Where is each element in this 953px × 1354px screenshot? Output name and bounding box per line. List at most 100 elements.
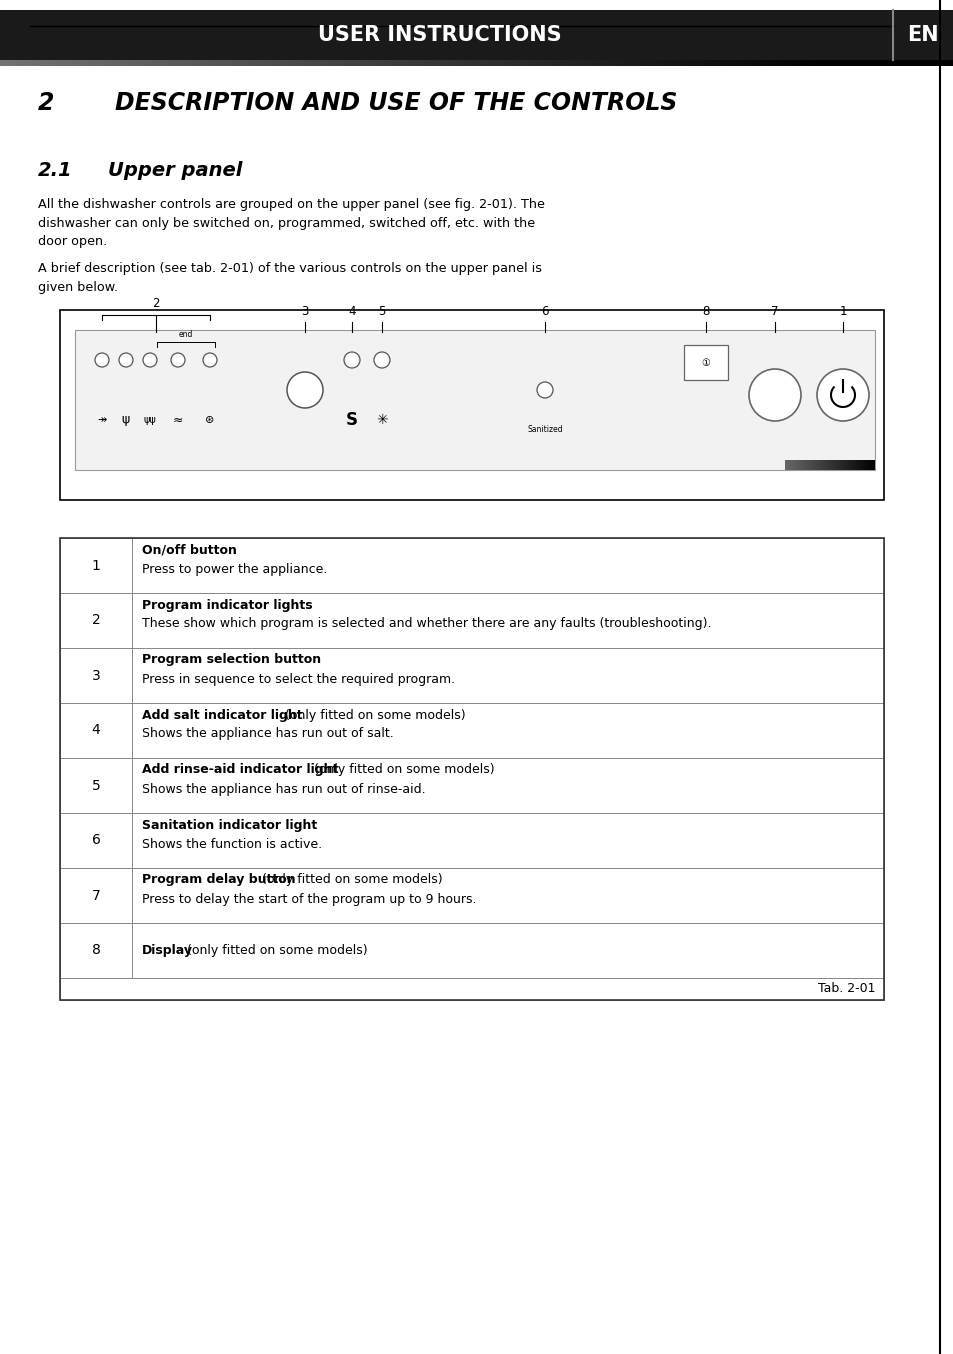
- Bar: [745, 60, 746, 66]
- Bar: [648, 60, 649, 66]
- Bar: [202, 60, 203, 66]
- Bar: [330, 60, 331, 66]
- Bar: [824, 460, 825, 470]
- Bar: [551, 60, 552, 66]
- Bar: [821, 460, 822, 470]
- Bar: [471, 60, 472, 66]
- Bar: [56, 60, 57, 66]
- Bar: [406, 60, 407, 66]
- Bar: [791, 60, 792, 66]
- Bar: [208, 60, 209, 66]
- Bar: [60, 310, 883, 500]
- Bar: [595, 60, 596, 66]
- Bar: [270, 60, 271, 66]
- Bar: [671, 60, 672, 66]
- Bar: [79, 60, 80, 66]
- Bar: [374, 60, 375, 66]
- Bar: [799, 60, 800, 66]
- Bar: [605, 60, 606, 66]
- Bar: [739, 60, 740, 66]
- Bar: [88, 60, 89, 66]
- Bar: [334, 60, 335, 66]
- Bar: [353, 60, 354, 66]
- Bar: [620, 60, 621, 66]
- Bar: [308, 60, 309, 66]
- Bar: [672, 60, 673, 66]
- Bar: [716, 60, 717, 66]
- Bar: [803, 60, 804, 66]
- Bar: [752, 60, 753, 66]
- Bar: [213, 60, 214, 66]
- Bar: [677, 60, 678, 66]
- Bar: [296, 60, 297, 66]
- Bar: [560, 60, 561, 66]
- Bar: [355, 60, 356, 66]
- Bar: [420, 60, 421, 66]
- Bar: [305, 60, 306, 66]
- Bar: [811, 60, 812, 66]
- Bar: [50, 60, 51, 66]
- Bar: [532, 60, 533, 66]
- Bar: [242, 60, 243, 66]
- Bar: [299, 60, 301, 66]
- Bar: [461, 60, 462, 66]
- Bar: [49, 60, 50, 66]
- Bar: [871, 460, 872, 470]
- Bar: [68, 60, 69, 66]
- Bar: [432, 60, 433, 66]
- Bar: [110, 60, 111, 66]
- Text: On/off button: On/off button: [142, 543, 236, 556]
- Bar: [614, 60, 615, 66]
- Text: Press to power the appliance.: Press to power the appliance.: [142, 562, 327, 575]
- Bar: [235, 60, 236, 66]
- Text: Display: Display: [142, 944, 193, 957]
- Text: USER INSTRUCTIONS: USER INSTRUCTIONS: [318, 24, 561, 45]
- Bar: [644, 60, 645, 66]
- Bar: [493, 60, 494, 66]
- Bar: [173, 60, 174, 66]
- Bar: [578, 60, 579, 66]
- Bar: [801, 60, 802, 66]
- Bar: [405, 60, 406, 66]
- Bar: [456, 60, 457, 66]
- Bar: [608, 60, 609, 66]
- Bar: [787, 60, 788, 66]
- Bar: [265, 60, 266, 66]
- Bar: [507, 60, 509, 66]
- Bar: [103, 60, 104, 66]
- Bar: [841, 460, 842, 470]
- Bar: [147, 60, 148, 66]
- Bar: [398, 60, 399, 66]
- Bar: [141, 60, 142, 66]
- Bar: [60, 593, 883, 649]
- Bar: [517, 60, 518, 66]
- Bar: [345, 60, 346, 66]
- Text: 1: 1: [91, 558, 100, 573]
- Text: end: end: [178, 330, 193, 338]
- Bar: [464, 60, 465, 66]
- Bar: [393, 60, 394, 66]
- Bar: [441, 60, 442, 66]
- Bar: [505, 60, 506, 66]
- Bar: [535, 60, 536, 66]
- Text: Program delay button: Program delay button: [142, 873, 295, 887]
- Bar: [809, 60, 810, 66]
- Bar: [60, 703, 883, 758]
- Bar: [847, 460, 848, 470]
- Bar: [789, 60, 790, 66]
- Bar: [203, 60, 204, 66]
- Bar: [483, 60, 484, 66]
- Bar: [446, 60, 447, 66]
- Bar: [695, 60, 696, 66]
- Bar: [782, 60, 783, 66]
- Circle shape: [143, 353, 157, 367]
- Bar: [740, 60, 741, 66]
- Bar: [862, 460, 863, 470]
- Bar: [80, 60, 81, 66]
- Bar: [34, 60, 35, 66]
- Bar: [521, 60, 522, 66]
- Text: 4: 4: [91, 723, 100, 738]
- Bar: [195, 60, 196, 66]
- Bar: [131, 60, 132, 66]
- Text: Shows the appliance has run out of salt.: Shows the appliance has run out of salt.: [142, 727, 394, 741]
